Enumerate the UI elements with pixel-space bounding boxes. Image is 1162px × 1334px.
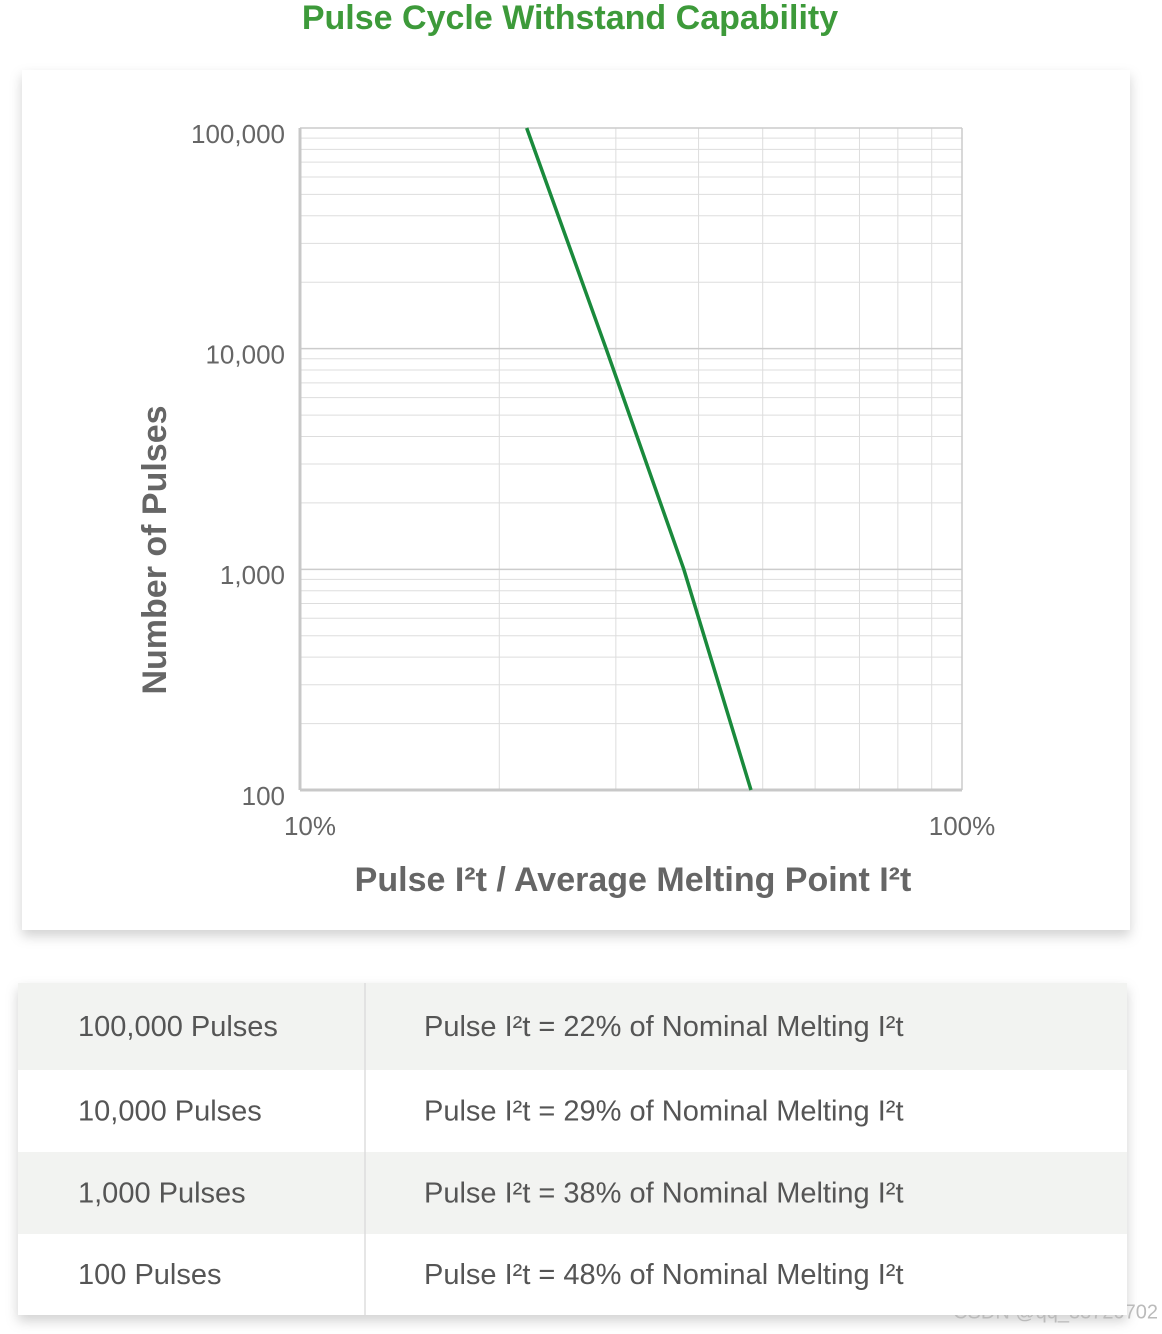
table-cell: 1,000 Pulses bbox=[78, 1178, 246, 1210]
x-tick-label: 10% bbox=[284, 811, 336, 841]
table: 100,000 Pulses Pulse I²t = 22% of Nominal… bbox=[18, 983, 1127, 1315]
data-line bbox=[525, 127, 753, 791]
y-tick-label: 1,000 bbox=[220, 560, 285, 590]
table-row bbox=[18, 983, 1127, 1070]
table-row bbox=[18, 1070, 1127, 1152]
table-row bbox=[18, 1234, 1127, 1315]
table-cell: 100,000 Pulses bbox=[78, 1011, 278, 1043]
y-axis-label: Number of Pulses bbox=[136, 405, 174, 694]
table-cell: Pulse I²t = 29% of Nominal Melting I²t bbox=[424, 1096, 904, 1128]
table-cell: Pulse I²t = 48% of Nominal Melting I²t bbox=[424, 1259, 904, 1291]
table-cell: 100 Pulses bbox=[78, 1259, 222, 1291]
x-axis-label: Pulse I²t / Average Melting Point I²t bbox=[355, 861, 912, 899]
table-cell: Pulse I²t = 38% of Nominal Melting I²t bbox=[424, 1178, 904, 1210]
chart-card bbox=[22, 70, 1130, 930]
x-tick-label: 100% bbox=[929, 811, 996, 841]
table-row bbox=[18, 1152, 1127, 1234]
y-tick-label: 100,000 bbox=[191, 119, 285, 149]
chart-title: Pulse Cycle Withstand Capability bbox=[302, 0, 838, 37]
y-tick-label: 10,000 bbox=[205, 340, 285, 370]
y-tick-label: 100 bbox=[242, 781, 285, 811]
table-cell: Pulse I²t = 22% of Nominal Melting I²t bbox=[424, 1011, 904, 1043]
table-cell: 10,000 Pulses bbox=[78, 1096, 262, 1128]
